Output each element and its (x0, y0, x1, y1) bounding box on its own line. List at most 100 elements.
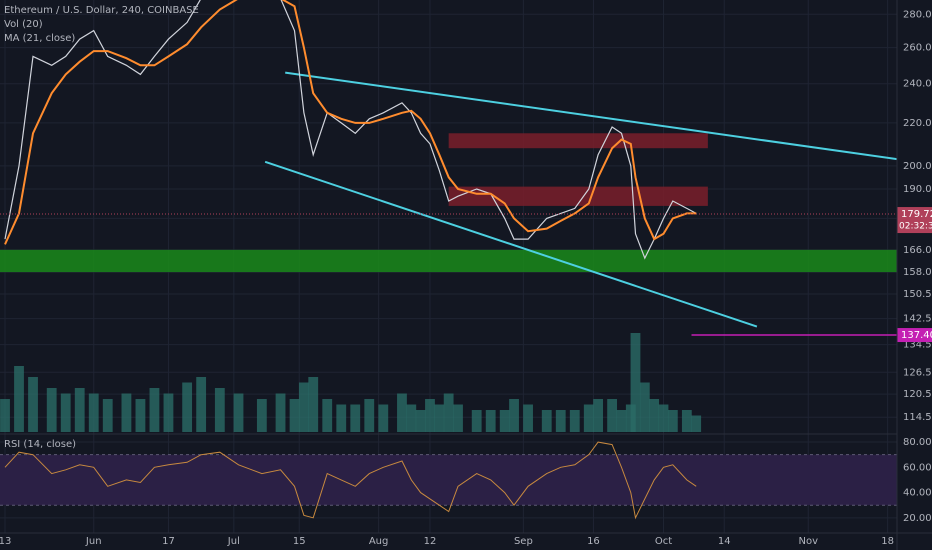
y-tick-label: 240.00 (903, 79, 932, 90)
volume-bar (397, 393, 407, 432)
series-line (4, 0, 697, 245)
volume-bar (0, 399, 10, 432)
y-tick-label: 166.00 (903, 245, 932, 256)
last-price-label: 179.72 (901, 209, 932, 220)
y-tick-label: 158.00 (903, 267, 932, 278)
volume-bar (658, 404, 669, 432)
volume-bar (88, 393, 99, 432)
volume-bar (425, 399, 435, 432)
x-tick-label: Nov (799, 536, 819, 547)
volume-bar (322, 399, 333, 432)
x-tick-label: 15 (293, 536, 306, 547)
x-tick-label: 13 (0, 536, 11, 547)
volume-bar (630, 333, 641, 432)
ma-label: MA (21, close) (4, 33, 75, 44)
volume-bar (256, 399, 267, 432)
y-tick-label: 142.50 (903, 314, 932, 325)
volume-bar (364, 399, 375, 432)
volume-bar (289, 399, 300, 432)
volume-bar (593, 399, 604, 432)
volume-bar (453, 404, 463, 432)
y-tick-label: 120.50 (903, 389, 932, 400)
volume-bar (471, 410, 482, 432)
volume-bar (485, 410, 496, 432)
volume-bar (499, 410, 510, 432)
trendline (285, 71, 897, 161)
volume-bar (308, 377, 319, 432)
volume-bar (667, 410, 678, 432)
price-line-tag (897, 328, 932, 343)
volume-bar (691, 415, 702, 432)
series-line (4, 0, 697, 260)
x-tick-label: Oct (655, 536, 672, 547)
last-price-tag (897, 207, 932, 234)
zone (448, 133, 708, 149)
y-tick-label: 280.00 (903, 9, 932, 20)
volume-bar (149, 388, 160, 432)
volume-bar (163, 393, 174, 432)
volume-bar (523, 404, 533, 432)
volume-bar (509, 399, 519, 432)
volume-bar (569, 410, 580, 432)
volume-bar (350, 404, 361, 432)
zone (448, 186, 708, 206)
volume-bar (275, 393, 286, 432)
chart-title: Ethereum / U.S. Dollar, 240, COINBASE (4, 5, 199, 16)
y-tick-label: 200.00 (903, 161, 932, 172)
y-tick-label: 126.50 (903, 367, 932, 378)
x-tick-label: Aug (369, 536, 389, 547)
rsi-band (0, 454, 897, 506)
countdown-label: 02:32:32 (899, 222, 932, 232)
x-tick-label: 12 (424, 536, 437, 547)
x-tick-label: 18 (881, 536, 894, 547)
x-tick-label: 14 (718, 536, 731, 547)
volume-bar (182, 382, 193, 432)
volume-bar (541, 410, 552, 432)
volume-bar (415, 410, 426, 432)
volume-bar (121, 393, 132, 432)
rsi-label: RSI (14, close) (4, 439, 76, 450)
volume-bar (443, 393, 454, 432)
y-tick-label: 150.50 (903, 289, 932, 300)
volume-bar (135, 399, 146, 432)
volume-bar (434, 404, 445, 432)
volume-bar (681, 410, 692, 432)
rsi-line (4, 441, 697, 520)
volume-bar (616, 410, 627, 432)
price-layer (0, 0, 897, 432)
volume-bar (298, 382, 309, 432)
volume-bar (102, 399, 113, 432)
y-tick-label: 190.00 (903, 184, 932, 195)
volume-bar (378, 404, 389, 432)
x-tick-label: 16 (587, 536, 600, 547)
x-tick-label: 17 (162, 536, 175, 547)
rsi-tick-label: 40.00 (903, 488, 932, 499)
price-line-label: 137.40 (901, 330, 932, 341)
volume-bar (14, 366, 24, 432)
volume-bar (607, 399, 618, 432)
rsi-tick-label: 60.00 (903, 462, 932, 473)
rsi-tick-label: 20.00 (903, 513, 932, 524)
volume-bar (583, 404, 594, 432)
volume-bar (196, 377, 207, 432)
zone (0, 249, 897, 273)
volume-bar (28, 377, 38, 432)
volume-label: Vol (20) (4, 19, 43, 30)
x-tick-label: Jul (227, 536, 240, 547)
volume-bar (233, 393, 244, 432)
volume-bar (639, 382, 650, 432)
y-tick-label: 260.00 (903, 43, 932, 54)
y-tick-label: 220.00 (903, 118, 932, 129)
y-tick-label: 114.50 (903, 412, 932, 423)
volume-bar (46, 388, 57, 432)
trendline (264, 160, 758, 328)
y-tick-label: 134.50 (903, 340, 932, 351)
volume-bar (649, 399, 660, 432)
x-tick-label: Sep (514, 536, 533, 547)
volume-bar (555, 410, 566, 432)
volume-bar (406, 404, 417, 432)
volume-bar (74, 388, 85, 432)
volume-bar (336, 404, 347, 432)
